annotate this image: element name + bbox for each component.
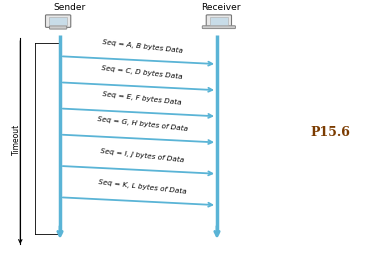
Text: Timeout: Timeout [12, 124, 21, 155]
FancyBboxPatch shape [206, 15, 232, 27]
Text: Seq = A, B bytes Data: Seq = A, B bytes Data [102, 39, 183, 54]
Text: Seq = G, H bytes of Data: Seq = G, H bytes of Data [97, 116, 188, 132]
FancyBboxPatch shape [50, 26, 67, 29]
Text: Seq = E, F bytes Data: Seq = E, F bytes Data [102, 91, 182, 106]
Text: P15.6: P15.6 [311, 125, 351, 139]
Text: Receiver: Receiver [201, 3, 240, 12]
FancyBboxPatch shape [49, 17, 67, 25]
FancyBboxPatch shape [45, 15, 71, 27]
Text: Seq = I, J bytes of Data: Seq = I, J bytes of Data [100, 148, 184, 163]
Text: Seq = C, D bytes Data: Seq = C, D bytes Data [101, 65, 183, 80]
FancyBboxPatch shape [202, 26, 235, 29]
FancyBboxPatch shape [210, 17, 228, 25]
Text: Seq = K, L bytes of Data: Seq = K, L bytes of Data [98, 179, 187, 195]
Text: Sender: Sender [53, 3, 86, 12]
